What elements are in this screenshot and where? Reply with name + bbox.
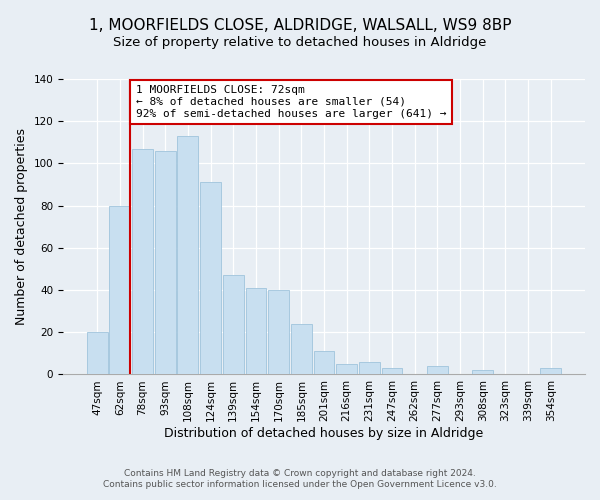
Bar <box>427 366 448 374</box>
Text: 1 MOORFIELDS CLOSE: 72sqm
← 8% of detached houses are smaller (54)
92% of semi-d: 1 MOORFIELDS CLOSE: 72sqm ← 8% of detach… <box>136 86 446 118</box>
Bar <box>472 370 493 374</box>
Text: Contains public sector information licensed under the Open Government Licence v3: Contains public sector information licen… <box>103 480 497 489</box>
Bar <box>200 182 221 374</box>
Bar <box>541 368 561 374</box>
Bar <box>314 351 334 374</box>
Bar <box>245 288 266 374</box>
X-axis label: Distribution of detached houses by size in Aldridge: Distribution of detached houses by size … <box>164 427 484 440</box>
Bar <box>87 332 107 374</box>
Bar <box>155 151 176 374</box>
Bar <box>132 148 153 374</box>
Y-axis label: Number of detached properties: Number of detached properties <box>15 128 28 325</box>
Text: Contains HM Land Registry data © Crown copyright and database right 2024.: Contains HM Land Registry data © Crown c… <box>124 468 476 477</box>
Text: Size of property relative to detached houses in Aldridge: Size of property relative to detached ho… <box>113 36 487 49</box>
Bar <box>268 290 289 374</box>
Bar <box>336 364 357 374</box>
Bar <box>178 136 199 374</box>
Bar <box>359 362 380 374</box>
Bar <box>223 276 244 374</box>
Bar <box>382 368 403 374</box>
Bar <box>109 206 130 374</box>
Bar <box>291 324 312 374</box>
Text: 1, MOORFIELDS CLOSE, ALDRIDGE, WALSALL, WS9 8BP: 1, MOORFIELDS CLOSE, ALDRIDGE, WALSALL, … <box>89 18 511 32</box>
